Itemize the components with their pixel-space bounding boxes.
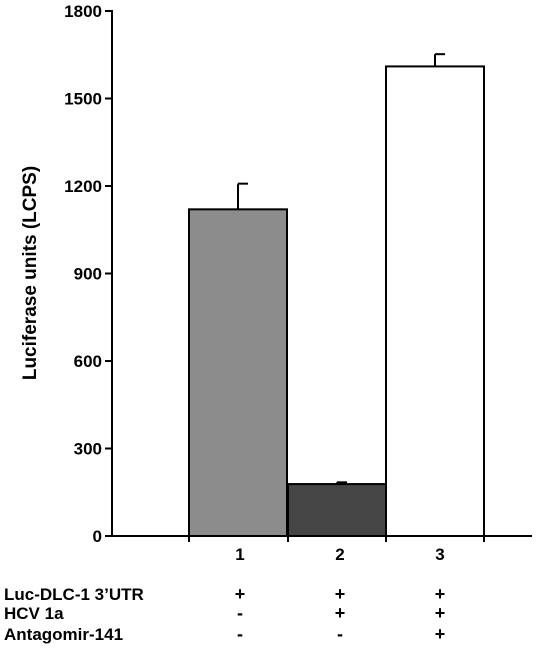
- y-axis-label: Luciferase units (LCPS): [20, 166, 41, 380]
- y-tick-label: 0: [93, 527, 102, 546]
- bar-1: [188, 208, 288, 537]
- y-tick-label: 600: [74, 352, 102, 371]
- condition-table: Luc-DLC-1 3’UTR + + +HCV 1a - + +Antagomir-141…: [4, 584, 445, 644]
- condition-sign: +: [435, 603, 446, 623]
- bar-3: [385, 65, 485, 538]
- y-tick-label: 1800: [64, 2, 102, 21]
- condition-row-label: HCV 1a: [4, 604, 64, 623]
- x-category-label: 3: [435, 545, 444, 564]
- condition-row-label: Luc-DLC-1 3’UTR: [4, 585, 144, 604]
- error-bar-1: [237, 182, 248, 210]
- y-tick-label: 1500: [64, 90, 102, 109]
- error-bar-2: [336, 481, 347, 485]
- y-tick-label: 1200: [64, 177, 102, 196]
- y-ticks-group: 0 300 600 900 1200 1500 1800: [64, 2, 112, 546]
- condition-sign: -: [237, 603, 243, 623]
- bar-2: [287, 483, 387, 538]
- condition-sign: +: [335, 603, 346, 623]
- error-bars-group: [237, 53, 445, 485]
- condition-sign: +: [235, 584, 246, 604]
- condition-sign: -: [237, 624, 243, 644]
- bars-group: [188, 65, 485, 538]
- y-tick-label: 300: [74, 440, 102, 459]
- condition-row-label: Antagomir-141: [4, 625, 123, 644]
- condition-sign: -: [337, 624, 343, 644]
- condition-sign: +: [435, 624, 446, 644]
- condition-sign: +: [435, 584, 446, 604]
- x-category-label: 2: [335, 545, 344, 564]
- x-categories-group: 1 2 3: [188, 536, 485, 564]
- y-tick-label: 900: [74, 265, 102, 284]
- x-category-label: 1: [235, 545, 244, 564]
- condition-sign: +: [335, 584, 346, 604]
- error-bar-3: [434, 53, 445, 67]
